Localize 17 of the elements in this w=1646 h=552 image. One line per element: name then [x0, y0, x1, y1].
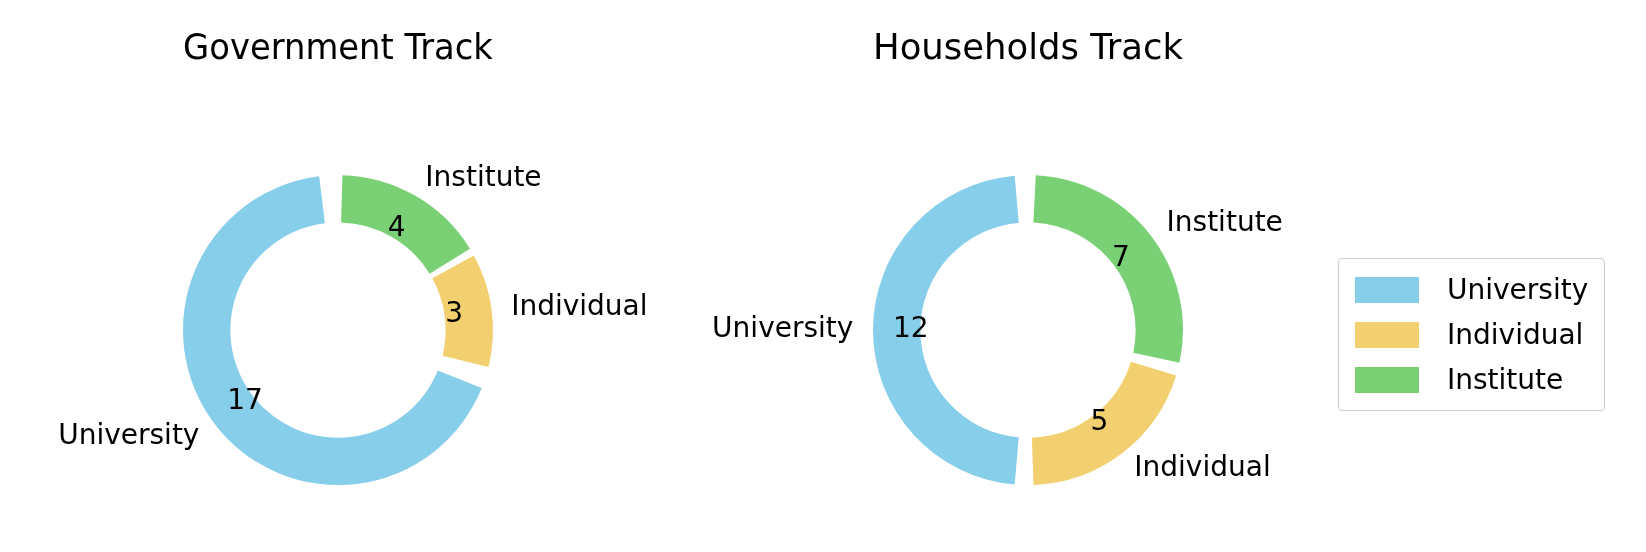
- data-label: 5: [1090, 404, 1109, 438]
- data-label: 12: [892, 311, 929, 345]
- slice-label: Individual: [511, 288, 648, 322]
- legend-label: Individual: [1447, 318, 1584, 351]
- data-label: 3: [445, 296, 464, 330]
- chart-title: Government Track: [183, 25, 494, 68]
- slice-label: Individual: [1134, 449, 1271, 483]
- legend-label: University: [1447, 273, 1589, 306]
- legend-label: Institute: [1447, 363, 1564, 396]
- slice-label: University: [58, 417, 200, 451]
- data-label: 17: [227, 382, 263, 416]
- data-label: 4: [387, 209, 406, 243]
- slice-label: University: [712, 311, 854, 345]
- slice-label: Institute: [425, 160, 542, 194]
- slice-label: Institute: [1166, 205, 1283, 239]
- data-label: 7: [1112, 240, 1130, 274]
- chart-title: Households Track: [873, 25, 1184, 68]
